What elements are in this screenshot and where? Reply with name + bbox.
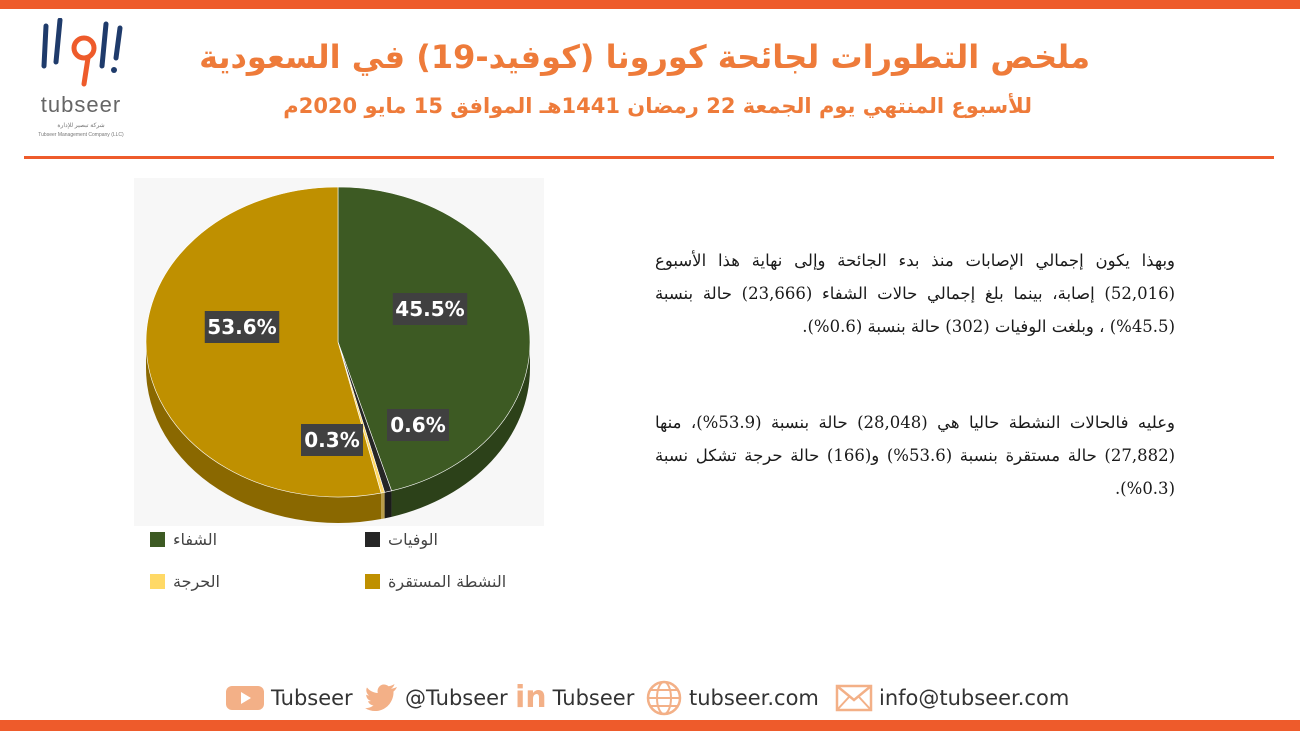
summary-paragraph-1: وبهذا يكون إجمالي الإصابات منذ بدء الجائ… [655, 251, 1175, 336]
envelope-icon [835, 684, 873, 712]
legend-item-3: النشطة المستقرة [365, 572, 506, 591]
youtube-link[interactable]: Tubseer [225, 678, 353, 718]
twitter-icon [365, 684, 397, 711]
legend-item-0: الشفاء [150, 530, 217, 549]
logo-mark-icon [41, 17, 123, 87]
bottom-accent-bar [0, 720, 1300, 731]
logo-subtitle-ar: شركة تبصير للإدارة [57, 123, 105, 129]
logo-subtitle-en: Tubseer Management Company (LLC) [38, 132, 124, 138]
pie-chart-svg: 45.5% 0.6% 0.3% 53.6% [134, 178, 544, 526]
summary-paragraph-2: وعليه فالحالات النشطة حاليا هي (28,048) … [655, 413, 1176, 498]
youtube-handle: Tubseer [271, 686, 353, 710]
legend-swatch-0 [150, 532, 165, 547]
legend-label-0: الشفاء [173, 530, 218, 549]
header-divider [24, 156, 1274, 159]
top-accent-bar [0, 0, 1300, 9]
pie-label-box-0 [392, 293, 468, 325]
website-url: tubseer.com [689, 686, 819, 710]
pie-slice-0 [337, 186, 531, 492]
pie-label-text-3: 53.6% [207, 315, 276, 339]
logo-text: tubseer [40, 92, 122, 117]
footer-contacts: Tubseer @Tubseer in Tubseer tubseer.com … [225, 678, 1125, 718]
twitter-link[interactable]: @Tubseer [365, 678, 508, 718]
page-subtitle: للأسبوع المنتهي يوم الجمعة 22 رمضان 1441… [283, 94, 1032, 118]
pie-label-2: 0.3% [301, 424, 363, 456]
pie-label-box-3 [204, 311, 280, 343]
pie-label-box-2 [301, 424, 363, 456]
legend-item-2: الحرجة [150, 572, 220, 591]
pie-side-0 [391, 342, 530, 517]
page-title: ملخص التطورات لجائحة كورونا (كوفيد-19) ف… [199, 38, 1090, 76]
pie-label-0: 45.5% [392, 293, 468, 325]
legend-label-1: الوفيات [388, 530, 438, 549]
twitter-handle: @Tubseer [405, 686, 508, 710]
email-link[interactable]: info@tubseer.com [835, 678, 1069, 718]
pie-label-text-0: 45.5% [395, 297, 464, 321]
linkedin-icon: in [515, 680, 547, 715]
legend-item-1: الوفيات [365, 530, 438, 549]
pie-side-1 [384, 490, 392, 519]
pie-label-text-2: 0.3% [304, 428, 359, 452]
pie-side-2 [381, 492, 385, 520]
legend-label-3: النشطة المستقرة [388, 572, 507, 591]
pie-label-box-1 [387, 409, 449, 441]
email-address: info@tubseer.com [879, 686, 1070, 710]
youtube-icon [226, 686, 264, 710]
pie-label-1: 0.6% [387, 409, 449, 441]
linkedin-handle: Tubseer [552, 686, 635, 710]
pie-label-3: 53.6% [204, 311, 280, 343]
legend-swatch-3 [365, 574, 380, 589]
pie-side-3 [146, 342, 382, 523]
linkedin-link[interactable]: in Tubseer [515, 678, 634, 718]
legend-swatch-1 [365, 532, 380, 547]
legend-swatch-2 [150, 574, 165, 589]
globe-icon [646, 680, 682, 716]
pie-chart: 45.5% 0.6% 0.3% 53.6% [120, 172, 560, 532]
tubseer-logo: tubseer شركة تبصير للإدارة Tubseer Manag… [26, 17, 136, 142]
legend-label-2: الحرجة [173, 572, 220, 591]
website-link[interactable]: tubseer.com [645, 678, 819, 718]
pie-label-text-1: 0.6% [390, 413, 445, 437]
